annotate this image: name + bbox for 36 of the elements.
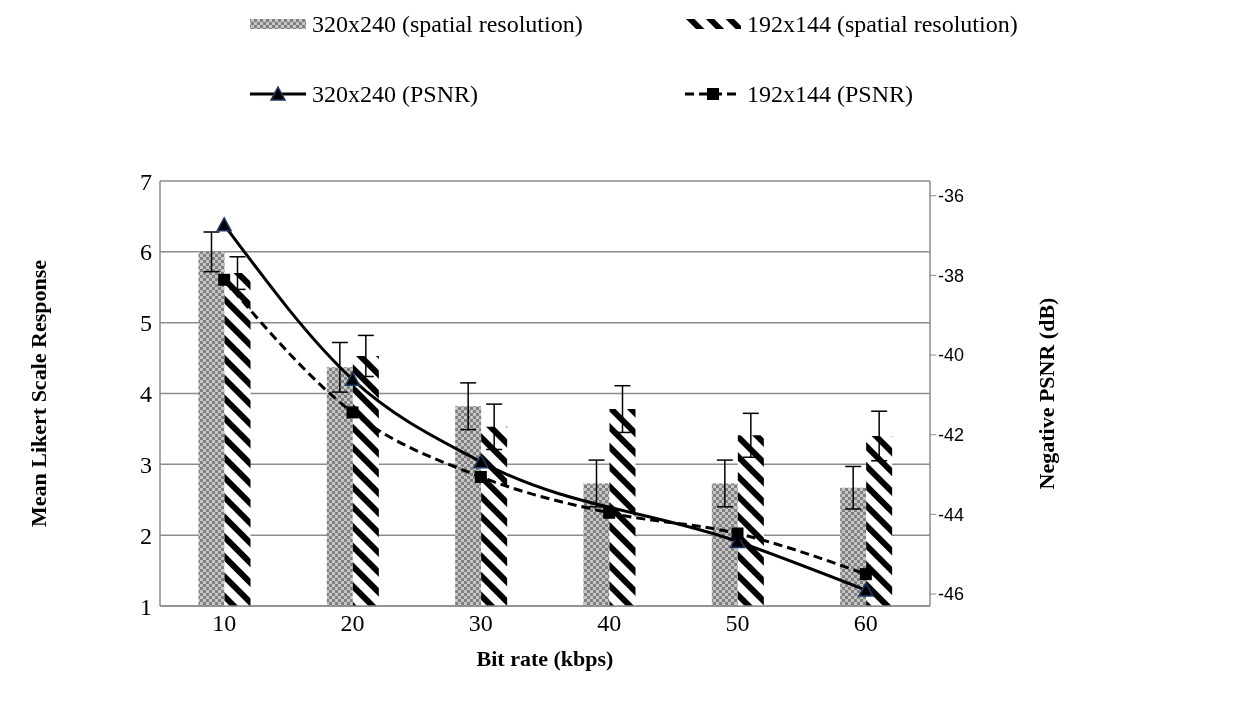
- y-tick-label: 1: [140, 593, 152, 620]
- point: [216, 217, 232, 232]
- point: [473, 454, 489, 469]
- point: [731, 527, 744, 540]
- point: [603, 506, 616, 519]
- point: [346, 406, 359, 419]
- y-axis-title: Mean Likert Scale Response: [25, 259, 51, 528]
- point: [344, 371, 361, 387]
- x-axis-title: Bit rate (kbps): [476, 646, 614, 671]
- x-tick-label: 10: [212, 610, 237, 637]
- y2-axis-title: Negative PSNR (dB): [1033, 297, 1059, 490]
- legend-label: 192x144 (spatial resolution): [747, 10, 1018, 38]
- legend-label: 192x144 (PSNR): [747, 80, 914, 108]
- x-tick-label: 30: [468, 610, 493, 637]
- y2-tick-label: -36: [938, 186, 965, 207]
- y-tick-label: 2: [140, 522, 152, 549]
- y2-tick-label: -40: [938, 345, 965, 366]
- y-tick-label: 4: [140, 381, 152, 408]
- x-tick-label: 40: [597, 610, 622, 637]
- y2-tick-label: -46: [938, 584, 965, 605]
- y-tick-label: 6: [140, 239, 152, 266]
- y2-tick-label: -44: [938, 504, 965, 525]
- point: [218, 273, 231, 286]
- y-tick-label: 7: [140, 168, 152, 195]
- y-tick-label: 5: [140, 310, 152, 337]
- point: [474, 470, 487, 483]
- x-tick-label: 60: [853, 610, 878, 637]
- point: [859, 568, 872, 581]
- legend-label: 320x240 (PSNR): [312, 80, 479, 108]
- x-tick-label: 20: [340, 610, 365, 637]
- legend-label: 320x240 (spatial resolution): [312, 10, 583, 38]
- x-tick-label: 50: [725, 610, 750, 637]
- y2-tick-label: -38: [938, 265, 965, 286]
- y-tick-label: 3: [140, 451, 152, 478]
- point: [858, 582, 874, 597]
- y2-tick-label: -42: [938, 425, 965, 446]
